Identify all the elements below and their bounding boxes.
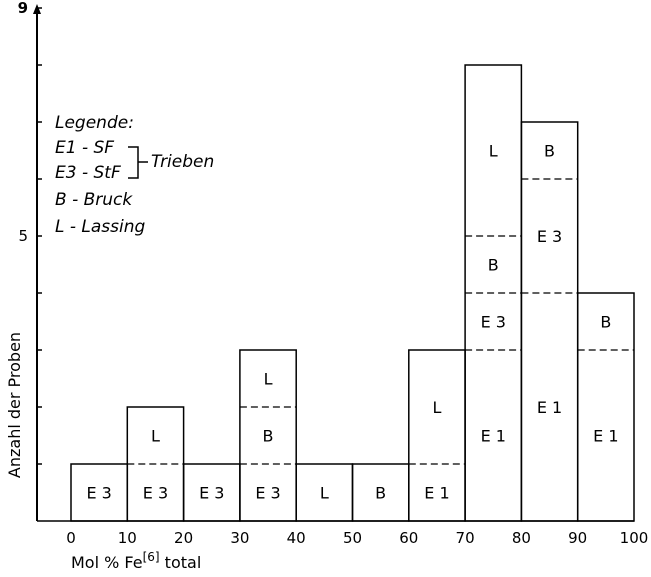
segment-label: L	[432, 398, 441, 417]
axis-labels: Anzahl der Proben Mol % Fe[6] total	[5, 332, 201, 572]
segment-label: B	[544, 142, 555, 161]
y-tick-label: 5	[18, 227, 28, 245]
segment-label: E 1	[481, 427, 506, 446]
segment-label: E 3	[143, 484, 168, 503]
y-axis-arrow	[33, 4, 41, 14]
segment-label: E 1	[593, 427, 618, 446]
legend: Legende: E1 - SF E3 - StF B - Bruck L - Lass…	[55, 113, 214, 237]
segment-label: L	[264, 370, 273, 389]
segment-label: L	[320, 484, 329, 503]
segment-label: E 3	[537, 227, 562, 246]
legend-entry: B - Bruck	[55, 190, 133, 210]
legend-entry: E3 - StF	[55, 163, 121, 183]
legend-entry: L - Lassing	[55, 217, 146, 237]
segment-label: E 3	[86, 484, 111, 503]
x-tick-label: 90	[568, 529, 587, 547]
x-tick-label: 10	[118, 529, 137, 547]
x-tick-label: 50	[343, 529, 362, 547]
legend-title: Legende:	[55, 113, 134, 133]
bars: E 3 E 3 L E 3 E 3 B L L B E 1 L E 1 E 3 B L E 1 E 3 B E 1 B	[70, 64, 635, 522]
axes: 590 10 20 30 40 50 60 70 80 90 100	[18, 0, 649, 547]
y-tick-label: 9	[18, 0, 28, 17]
segment-label: L	[151, 427, 160, 446]
segment-label: E 1	[537, 398, 562, 417]
x-tick-label: 40	[287, 529, 306, 547]
bar	[239, 349, 297, 522]
legend-entry: E1 - SF	[55, 138, 114, 158]
x-tick-label: 80	[512, 529, 531, 547]
legend-group-label: Trieben	[151, 152, 214, 172]
segment-label: L	[489, 142, 498, 161]
bar	[576, 292, 635, 522]
segment-label: E 3	[199, 484, 224, 503]
segment-label: B	[600, 313, 611, 332]
segment-label: E 3	[481, 313, 506, 332]
segment-label: B	[375, 484, 386, 503]
x-tick-label: 0	[66, 529, 76, 547]
segment-label: B	[263, 427, 274, 446]
segment-label: B	[488, 256, 499, 275]
x-tick-label: 60	[399, 529, 418, 547]
x-tick-label: 70	[456, 529, 475, 547]
x-tick-label: 100	[620, 529, 649, 547]
x-axis-label: Mol % Fe[6] total	[71, 550, 201, 572]
x-tick-label: 30	[230, 529, 249, 547]
x-tick-label: 20	[174, 529, 193, 547]
segment-label: E 3	[255, 484, 280, 503]
segment-label: E 1	[424, 484, 449, 503]
bar	[520, 121, 579, 522]
legend-bracket	[128, 146, 148, 179]
y-axis-label: Anzahl der Proben	[5, 332, 24, 478]
